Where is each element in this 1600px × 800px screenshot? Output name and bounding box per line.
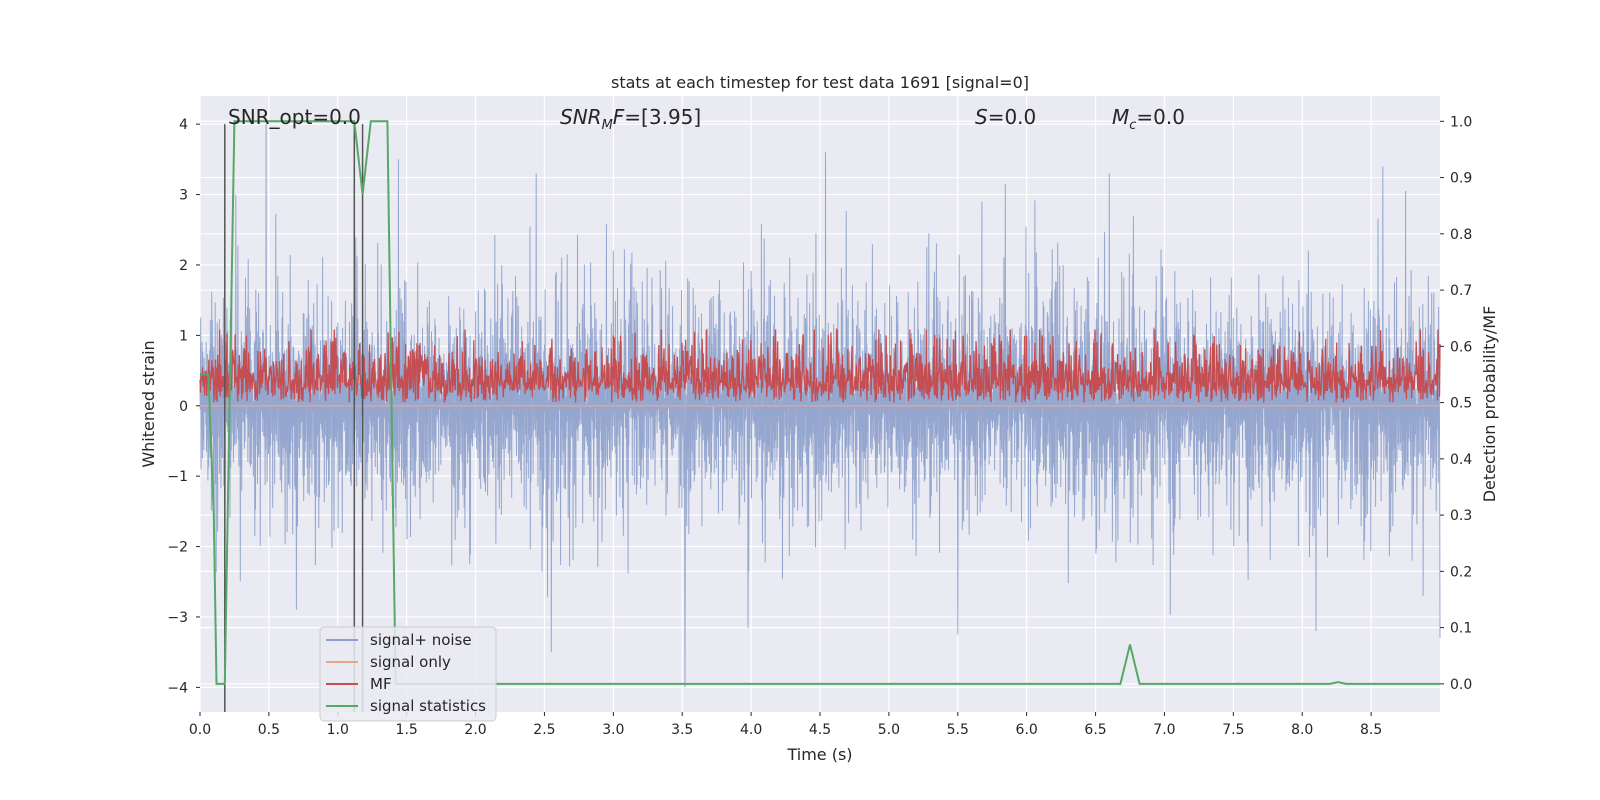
x-tick-label: 4.0 <box>740 722 762 738</box>
legend-box <box>319 626 497 722</box>
x-tick-label: 1.0 <box>327 722 349 738</box>
y-left-tick-label: −1 <box>167 469 188 485</box>
annotation-snr-opt: SNR_opt=0.0 <box>228 105 361 129</box>
x-tick-label: 2.5 <box>533 722 555 738</box>
series-line-mf <box>199 327 1441 403</box>
annotation-s: S=0.0 <box>975 105 1036 129</box>
legend: signal+ noise signal only MF signal stat… <box>319 626 497 722</box>
y-right-tick-label: 0.0 <box>1450 677 1472 693</box>
x-tick-label: 1.5 <box>396 722 418 738</box>
annotation-mc: Mc=0.0 <box>1112 105 1185 133</box>
y-right-tick-label: 0.4 <box>1450 452 1472 468</box>
y-left-tick-label: 2 <box>179 258 188 274</box>
y-left-tick-label: −4 <box>167 680 188 696</box>
x-tick-label: 5.0 <box>878 722 900 738</box>
x-axis-label: Time (s) <box>786 745 852 764</box>
y-right-tick-label: 0.9 <box>1450 171 1472 187</box>
x-tick-label: 0.0 <box>189 722 211 738</box>
x-ticks: 0.0 0.5 1.0 1.5 2.0 2.5 3.0 3.5 4.0 4.5 5.0 5.5 6.0 6… <box>189 712 1382 738</box>
y-right-tick-label: 0.6 <box>1450 339 1472 355</box>
y-axis-label-left: Whitened strain <box>139 340 158 467</box>
x-tick-label: 6.0 <box>1016 722 1038 738</box>
vertical-markers <box>224 124 364 712</box>
x-tick-label: 8.5 <box>1360 722 1382 738</box>
y-left-tick-label: −2 <box>167 540 188 556</box>
x-tick-label: 8.0 <box>1291 722 1313 738</box>
y-left-tick-label: −3 <box>167 610 188 626</box>
y-right-tick-label: 0.5 <box>1450 396 1472 412</box>
y-right-ticks: 0.0 0.1 0.2 0.3 0.4 0.5 0.6 0.7 0.8 0.9 1.0 <box>1440 114 1472 693</box>
y-right-tick-label: 0.2 <box>1450 564 1472 580</box>
x-tick-label: 5.5 <box>947 722 969 738</box>
x-tick-label: 7.0 <box>1153 722 1175 738</box>
chart-title: stats at each timestep for test data 169… <box>611 73 1029 92</box>
y-right-tick-label: 0.1 <box>1450 621 1472 637</box>
series-signal-plus-noise <box>199 124 1441 688</box>
y-left-tick-label: 1 <box>179 328 188 344</box>
x-tick-label: 0.5 <box>258 722 280 738</box>
x-tick-label: 4.5 <box>809 722 831 738</box>
y-axis-label-right: Detection probability/MF <box>1480 306 1499 503</box>
y-right-tick-label: 0.7 <box>1450 283 1472 299</box>
y-left-tick-label: 3 <box>179 188 188 204</box>
series-mf <box>199 327 1441 403</box>
legend-label-signal-statistics: signal statistics <box>370 697 486 715</box>
x-tick-label: 3.0 <box>602 722 624 738</box>
y-left-tick-label: 4 <box>179 117 188 133</box>
x-tick-label: 2.0 <box>464 722 486 738</box>
x-tick-label: 7.5 <box>1222 722 1244 738</box>
y-left-ticks: −4 −3 −2 −1 0 1 2 3 4 <box>167 117 200 696</box>
series-line-signal-plus-noise <box>199 124 1441 688</box>
legend-label-signal-only: signal only <box>370 653 451 671</box>
y-right-tick-label: 0.3 <box>1450 508 1472 524</box>
legend-label-signal-plus-noise: signal+ noise <box>370 631 472 649</box>
annotation-snr-mf: SNRMF=[3.95] <box>560 105 701 133</box>
y-right-tick-label: 1.0 <box>1450 114 1472 130</box>
legend-label-mf: MF <box>370 675 392 693</box>
y-right-tick-label: 0.8 <box>1450 227 1472 243</box>
x-tick-label: 3.5 <box>671 722 693 738</box>
y-left-tick-label: 0 <box>179 399 188 415</box>
x-tick-label: 6.5 <box>1084 722 1106 738</box>
